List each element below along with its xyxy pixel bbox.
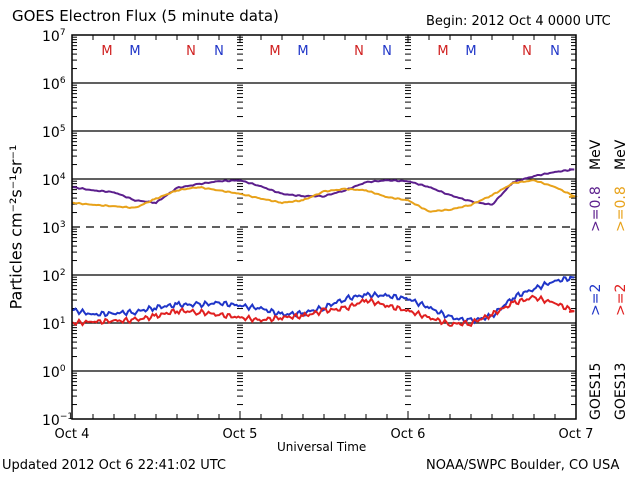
event-marker: N: [214, 44, 224, 59]
legend-label: >=2: [588, 283, 604, 316]
x-axis-label: Universal Time: [277, 440, 367, 454]
series-line: [71, 179, 579, 213]
grid-lines: [72, 82, 576, 372]
y-tick-label: 103: [42, 220, 66, 237]
x-tick-labels: Oct 4 Oct 5 Oct 6 Oct 7: [55, 427, 594, 442]
x-tick-label: Oct 6: [391, 427, 426, 442]
x-tick-label: Oct 7: [559, 427, 594, 442]
legend-label: >=0.8: [613, 186, 629, 232]
y-tick-label: 106: [42, 76, 66, 93]
x-tick-label: Oct 4: [55, 427, 90, 442]
series-line: [71, 294, 575, 328]
credit-text: NOAA/SWPC Boulder, CO USA: [426, 458, 620, 473]
chart-title: GOES Electron Flux (5 minute data): [12, 7, 279, 25]
event-marker: N: [186, 44, 196, 59]
event-marker: N: [522, 44, 532, 59]
x-tick-label: Oct 5: [223, 427, 258, 442]
y-tick-label: 107: [42, 28, 66, 45]
event-marker: M: [129, 44, 140, 59]
y-tick-label: 104: [42, 172, 66, 189]
series-lines: [71, 168, 579, 328]
event-marker: M: [437, 44, 448, 59]
y-tick-label: 100: [42, 364, 66, 381]
y-tick-label: 105: [42, 124, 66, 141]
legend-label: >=0.8: [588, 186, 604, 232]
axis-ticks: [71, 35, 577, 419]
legend-label: GOES15: [588, 362, 604, 420]
legend-label: MeV: [588, 139, 604, 170]
event-marker: M: [297, 44, 308, 59]
legend-label: MeV: [613, 139, 629, 170]
event-marker: M: [465, 44, 476, 59]
event-marker: N: [382, 44, 392, 59]
y-tick-label: 102: [42, 268, 66, 285]
y-tick-labels: 107 106 105 104 103 102 101 100 10−1: [42, 28, 73, 429]
updated-timestamp: Updated 2012 Oct 6 22:41:02 UTC: [2, 458, 226, 473]
series-line: [71, 275, 575, 325]
legend-label: >=2: [613, 283, 629, 316]
begin-time: Begin: 2012 Oct 4 0000 UTC: [426, 14, 611, 29]
plot-frame: [71, 34, 577, 420]
event-marker: M: [101, 44, 112, 59]
y-tick-label: 101: [42, 316, 66, 333]
legend-label: GOES13: [613, 362, 629, 420]
series-line: [71, 168, 575, 206]
y-tick-label: 10−1: [42, 412, 73, 429]
event-marker: N: [550, 44, 560, 59]
event-marker: M: [269, 44, 280, 59]
event-marker: N: [354, 44, 364, 59]
